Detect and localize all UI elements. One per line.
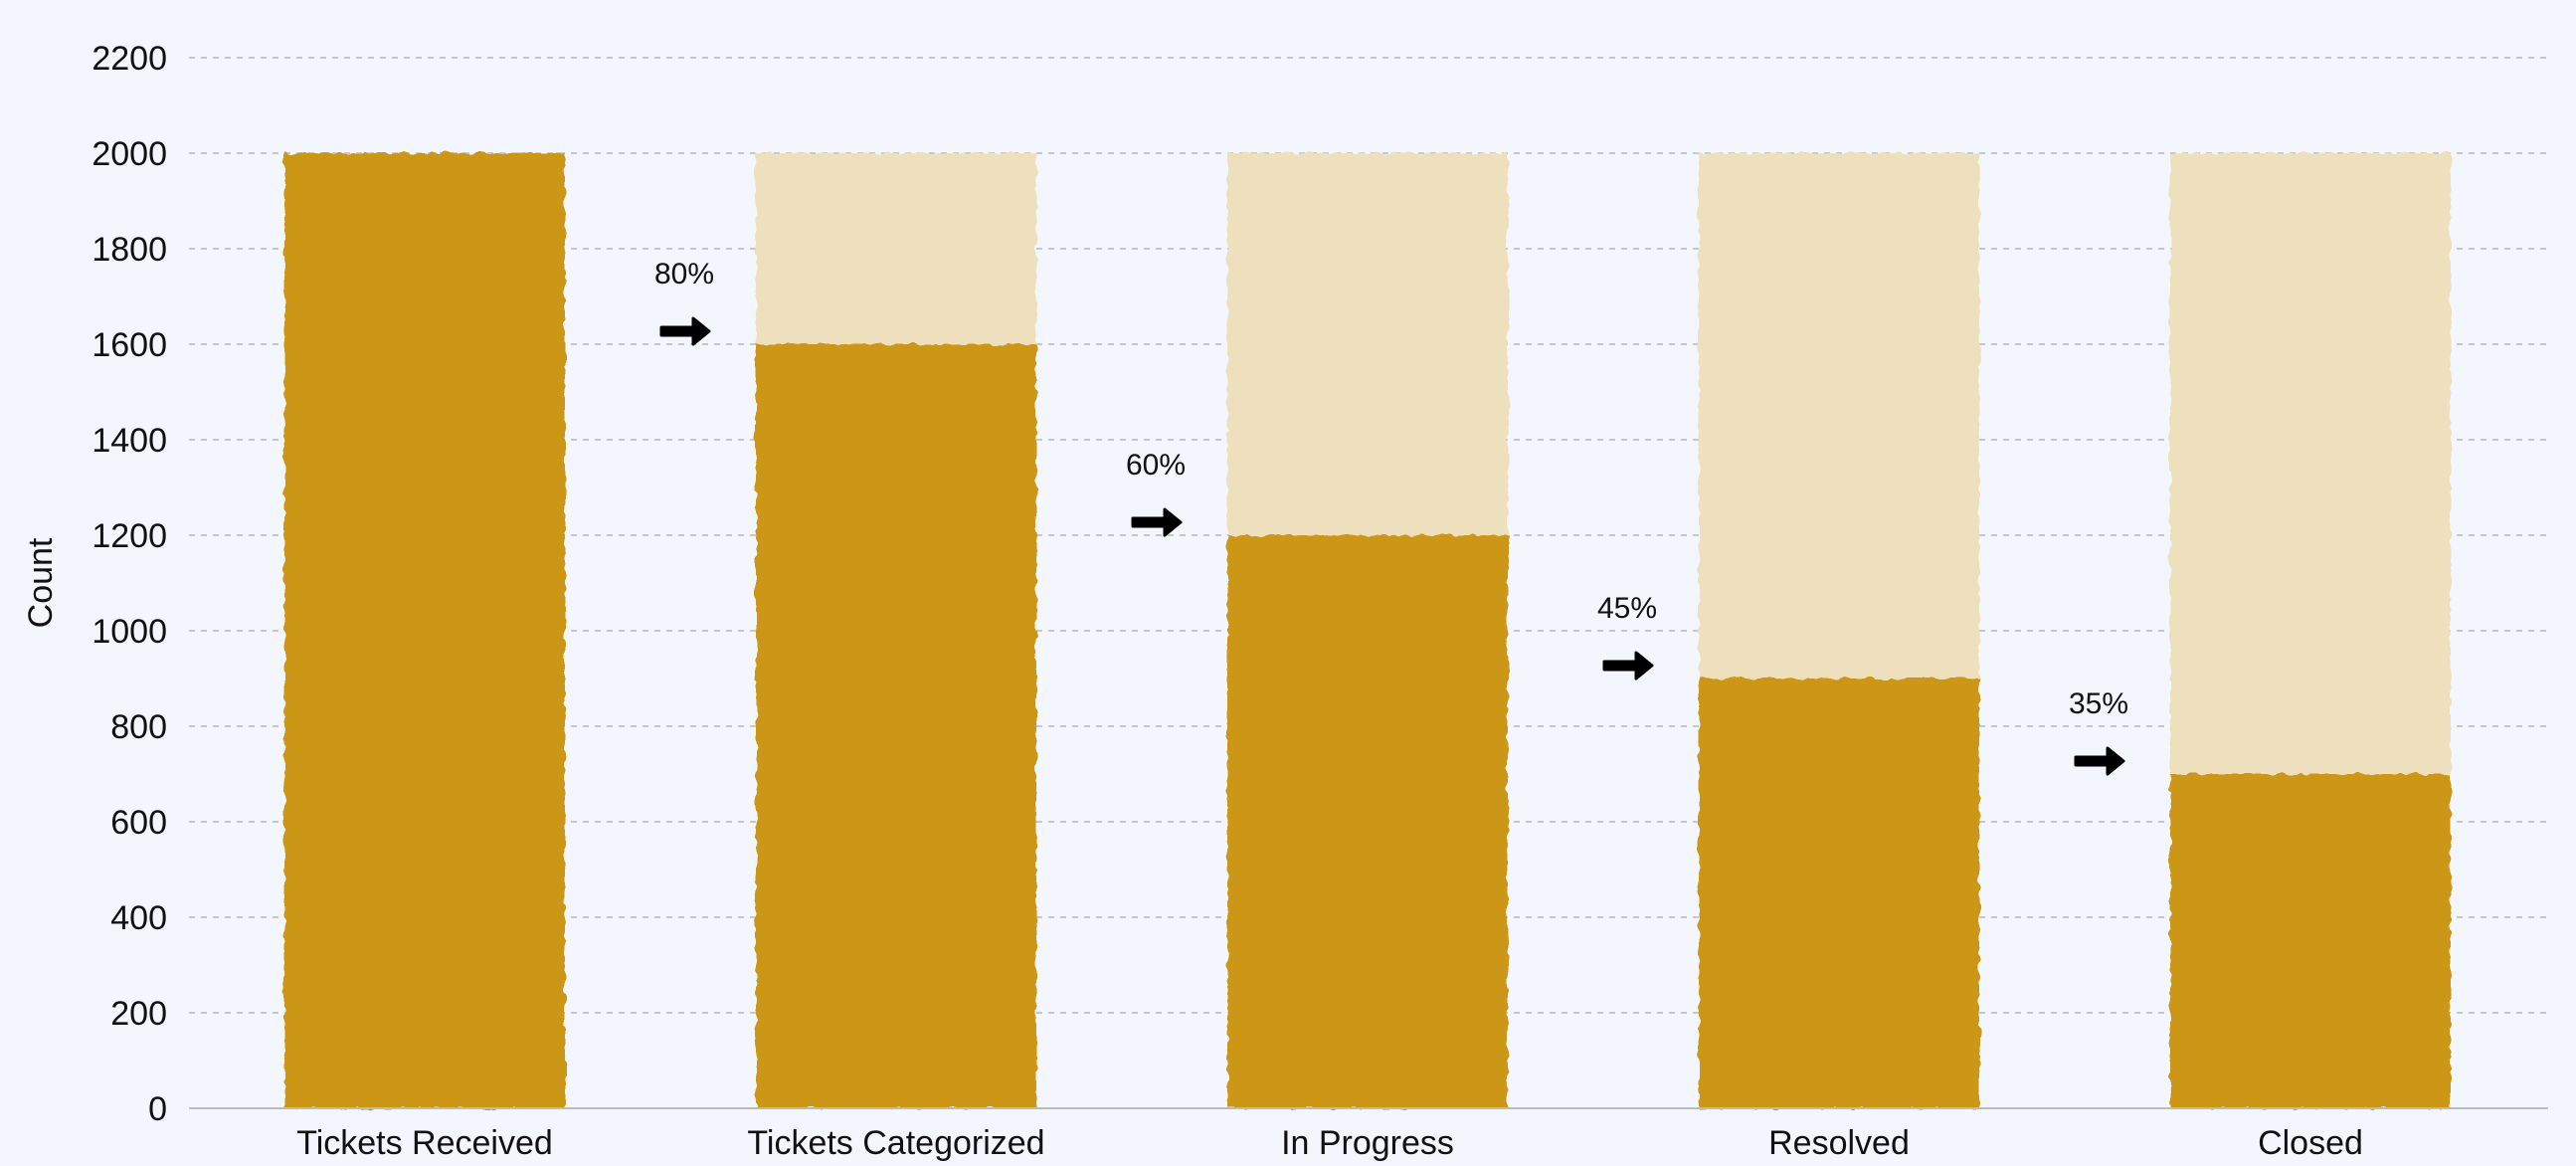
y-tick-label: 600	[110, 804, 167, 842]
y-tick-label: 1400	[92, 422, 167, 460]
y-tick-label: 2200	[92, 40, 167, 78]
arrow-right-icon	[1131, 507, 1183, 537]
category-label: Closed	[2258, 1124, 2363, 1162]
y-tick-label: 800	[110, 708, 167, 746]
category-labels: Tickets Received Tickets Categorized In Pr…	[296, 1124, 2363, 1162]
arrow-right-icon	[659, 316, 711, 346]
conversion-rate-label: 35%	[2069, 687, 2128, 720]
bar	[756, 344, 1036, 1108]
y-tick-label: 0	[148, 1090, 167, 1128]
category-label: Tickets Received	[296, 1124, 553, 1162]
bar	[2170, 774, 2451, 1108]
y-tick-label: 2000	[92, 135, 167, 173]
conversion-arrows: 80% 60% 45% 35%	[654, 258, 2128, 776]
y-tick-label: 1600	[92, 326, 167, 364]
arrow-right-icon	[2074, 746, 2125, 776]
category-label: Tickets Categorized	[747, 1124, 1044, 1162]
bars	[284, 153, 2451, 1108]
y-tick-label: 1200	[92, 517, 167, 555]
bar	[1699, 679, 1979, 1108]
bar	[284, 153, 565, 1108]
category-label: In Progress	[1281, 1124, 1454, 1162]
bar	[1227, 535, 1508, 1108]
conversion-rate-label: 80%	[654, 258, 714, 291]
y-tick-label: 1000	[92, 613, 167, 651]
y-tick-label: 200	[110, 995, 167, 1033]
category-label: Resolved	[1768, 1124, 1910, 1162]
y-tick-labels: 0 200 400 600 800 1000 1200 1400 1600 1800 2000 220…	[92, 40, 167, 1128]
conversion-rate-label: 45%	[1597, 592, 1657, 625]
y-tick-label: 1800	[92, 231, 167, 269]
conversion-rate-label: 60%	[1126, 449, 1186, 482]
y-tick-label: 400	[110, 899, 167, 937]
arrow-right-icon	[1602, 651, 1654, 680]
y-axis-title: Count	[22, 537, 60, 628]
